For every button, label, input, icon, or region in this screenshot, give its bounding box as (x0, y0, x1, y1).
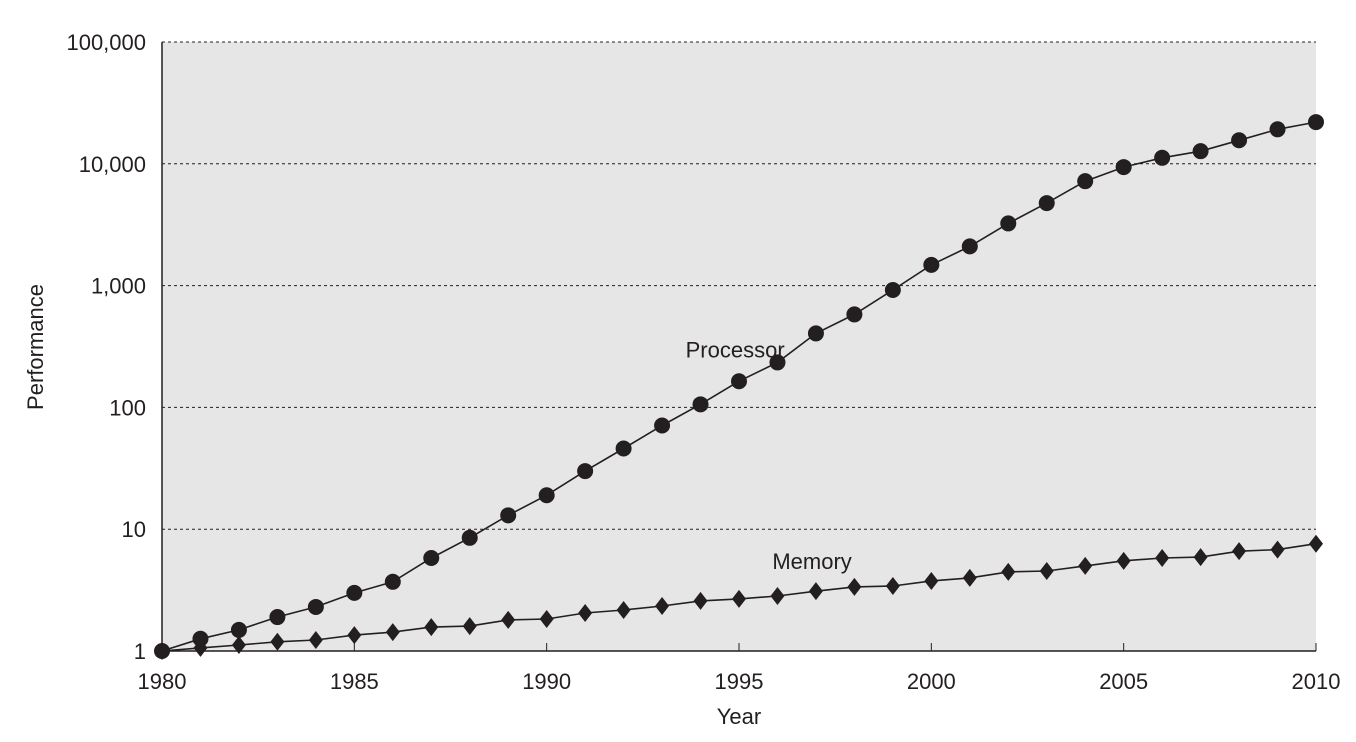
memory-point (616, 601, 631, 620)
processor-point (269, 609, 286, 626)
processor-point (538, 487, 555, 504)
processor-point (923, 256, 940, 273)
memory-point (770, 586, 785, 605)
processor-point (1308, 114, 1324, 131)
processor-point (307, 598, 324, 615)
processor-point (692, 396, 709, 413)
processor-point (769, 354, 786, 371)
memory-point (462, 617, 477, 636)
memory-point (501, 610, 516, 629)
annotation-memory: Memory (772, 549, 851, 574)
processor-point (1231, 132, 1248, 149)
y-tick-label: 10 (122, 517, 146, 542)
y-tick-label: 100 (109, 395, 146, 420)
memory-point (1001, 562, 1016, 581)
processor-point (1154, 149, 1171, 166)
memory-point (693, 591, 708, 610)
memory-point (424, 618, 439, 637)
memory-point (231, 636, 246, 655)
processor-point (731, 373, 747, 390)
memory-point (270, 632, 285, 651)
processor-point (1038, 195, 1055, 212)
memory-point (539, 610, 554, 629)
memory-point (1116, 551, 1131, 570)
x-axis-label: Year (717, 704, 761, 729)
memory-point (847, 577, 862, 596)
memory-point (1039, 561, 1054, 580)
memory-point (578, 604, 593, 623)
processor-point (961, 238, 978, 255)
y-tick-label: 100,000 (66, 30, 146, 55)
x-tick-label: 2010 (1292, 669, 1341, 694)
memory-point (1270, 540, 1285, 559)
processor-point (884, 282, 901, 299)
memory-point (1155, 549, 1170, 568)
memory-point (1232, 542, 1247, 561)
memory-point (347, 626, 362, 645)
x-tick-label: 2005 (1099, 669, 1148, 694)
y-tick-label: 10,000 (79, 152, 146, 177)
memory-point (1193, 548, 1208, 567)
x-tick-label: 1990 (522, 669, 571, 694)
memory-point (1309, 534, 1323, 553)
y-tick-label: 1,000 (91, 274, 146, 299)
memory-point (885, 576, 900, 595)
processor-point (192, 630, 209, 647)
memory-point (385, 623, 400, 642)
processor-point (577, 463, 594, 480)
memory-point (655, 597, 670, 616)
memory-point (1078, 556, 1093, 575)
y-axis-label: Performance (23, 284, 48, 410)
memory-point (732, 589, 746, 608)
processor-point (654, 417, 671, 434)
x-tick-label: 1980 (138, 669, 187, 694)
processor-point (500, 507, 517, 524)
annotation-processor: Processor (686, 337, 785, 362)
plot-area (162, 42, 1316, 651)
processor-point (846, 306, 863, 323)
processor-point (230, 621, 247, 638)
processor-point (1115, 159, 1132, 176)
processor-point (461, 529, 478, 546)
x-tick-label: 1995 (715, 669, 764, 694)
memory-point (962, 568, 977, 587)
processor-point (384, 573, 401, 590)
processor-point (1000, 215, 1017, 232)
memory-point (924, 571, 939, 590)
processor-point (807, 325, 824, 342)
memory-point (808, 582, 823, 601)
processor-point (615, 440, 632, 457)
x-tick-label: 1985 (330, 669, 379, 694)
x-tick-label: 2000 (907, 669, 956, 694)
processor-point (423, 550, 440, 567)
processor-point (1192, 143, 1209, 160)
processor-point (1269, 121, 1286, 138)
y-tick-label: 1 (134, 639, 146, 664)
processor-point (346, 584, 363, 601)
memory-point (308, 631, 323, 650)
processor-point (1077, 173, 1094, 190)
